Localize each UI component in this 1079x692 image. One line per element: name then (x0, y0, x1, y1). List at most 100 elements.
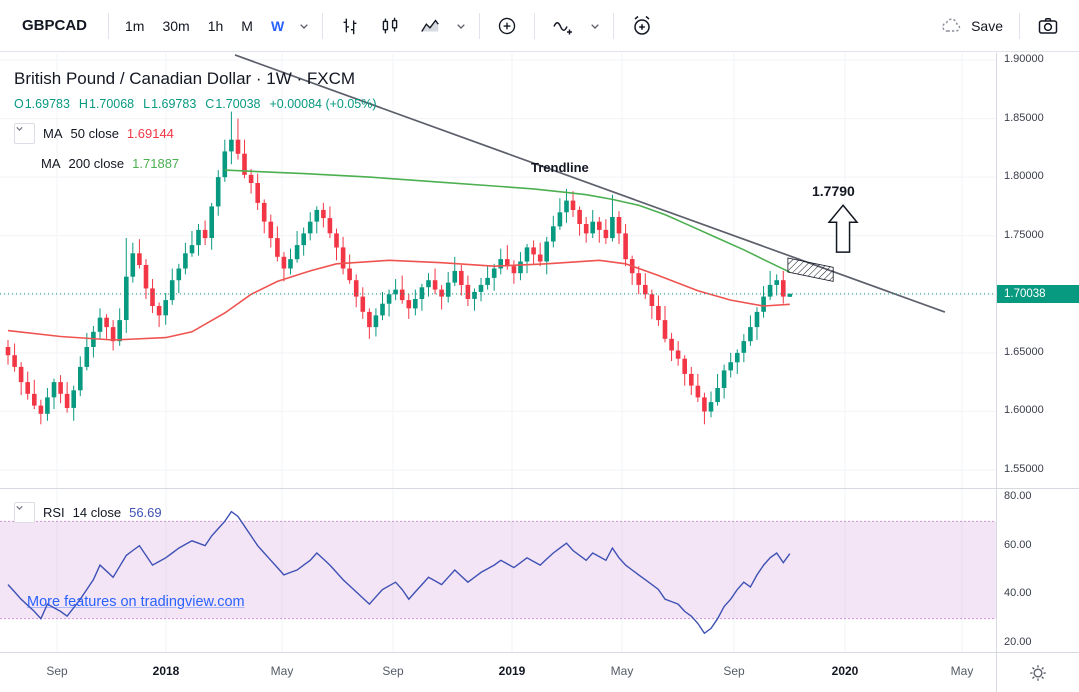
rsi-params: 14 close (72, 505, 122, 520)
toolbar-divider (534, 12, 536, 39)
interval-30m-button[interactable]: 30m (153, 12, 198, 40)
time-axis-label: Sep (723, 664, 745, 678)
interval-1m-button[interactable]: 1m (116, 12, 153, 40)
price-axis-label: 1.80000 (1004, 170, 1044, 183)
ma50-name[interactable]: MA (43, 126, 63, 141)
ma200-value: 1.71887 (132, 156, 180, 171)
low-label: L (143, 97, 151, 111)
rsi-chart-canvas[interactable] (0, 489, 996, 652)
chevron-down-icon (591, 23, 599, 29)
alert-clock-icon (634, 15, 650, 35)
rsi-pane[interactable]: RSI 14 close 56.69 More features on trad… (0, 488, 1079, 652)
time-axis[interactable]: Sep 2018 May Sep 2019 May Sep 2020 May (0, 652, 1079, 692)
rsi-grid (56, 489, 963, 652)
symbol-name[interactable]: GBPCAD (22, 17, 88, 34)
candlesticks (5, 111, 793, 425)
toolbar-divider (108, 12, 110, 39)
collapse-indicator-button[interactable] (14, 502, 35, 523)
rsi-axis-label: 80.00 (1004, 490, 1032, 502)
candles-icon (382, 17, 398, 33)
toolbar-divider (1019, 12, 1020, 39)
candle-style-button[interactable] (370, 9, 410, 43)
main-grid (0, 53, 996, 488)
chevron-down-icon (16, 126, 23, 131)
price-axis-label: 1.60000 (1004, 404, 1044, 417)
ma50-legend-row: MA 50 close 1.69144 (14, 123, 174, 144)
price-axis-label: 1.75000 (1004, 228, 1044, 241)
settings-gear-icon (1030, 664, 1046, 681)
time-axis-label: May (950, 664, 974, 678)
camera-icon (1038, 17, 1058, 34)
rsi-name[interactable]: RSI (43, 505, 65, 520)
save-button[interactable]: Save (930, 8, 1012, 44)
squiggle-plus-icon (553, 21, 573, 34)
price-axis-label: 1.90000 (1004, 53, 1044, 65)
trendline-label: Trendline (531, 160, 589, 175)
interval-1W-button[interactable]: W (262, 12, 293, 40)
chevron-down-icon (300, 23, 308, 29)
ma200-legend-row: MA 200 close 1.71887 (14, 156, 179, 171)
bars-icon (343, 18, 357, 34)
compare-plus-icon (498, 17, 516, 34)
tradingview-link[interactable]: More features on tradingview.com (27, 594, 245, 610)
price-axis-label: 1.65000 (1004, 345, 1044, 358)
rsi-axis[interactable]: 80.00 60.00 40.00 20.00 (996, 489, 1079, 652)
collapse-indicator-button[interactable] (14, 123, 35, 144)
time-axis-label: May (270, 664, 294, 678)
ma200-line (224, 169, 791, 273)
time-axis-label: 2018 (152, 664, 180, 678)
ma50-line (7, 259, 790, 341)
close-label: C (205, 97, 215, 111)
ma50-params: 50 close (70, 126, 119, 141)
ohlc-readout: O1.69783 H1.70068 L1.69783 C1.70038 +0.00084… (14, 97, 377, 111)
save-cloud-icon (942, 18, 961, 32)
interval-1M-button[interactable]: M (232, 12, 262, 40)
target-price-label: 1.7790 (812, 183, 855, 199)
area-style-button[interactable] (410, 9, 450, 43)
settings-button[interactable] (1025, 660, 1051, 686)
rsi-axis-label: 60.00 (1004, 538, 1032, 551)
bar-style-button[interactable] (330, 9, 370, 43)
open-value: 1.69783 (24, 97, 70, 111)
interval-1h-button[interactable]: 1h (199, 12, 233, 40)
toolbar-divider (479, 12, 481, 39)
chart-title[interactable]: British Pound / Canadian Dollar · 1W · F… (14, 69, 356, 88)
chart-style-menu-button[interactable] (450, 12, 472, 40)
save-button-label: Save (971, 17, 1003, 34)
time-axis-label: Sep (382, 664, 404, 678)
compare-button[interactable] (487, 9, 527, 43)
interval-menu-button[interactable] (293, 12, 315, 40)
main-chart-canvas[interactable] (0, 53, 996, 488)
indicators-menu-button[interactable] (584, 12, 606, 40)
ma50-value: 1.69144 (126, 126, 174, 141)
toolbar-divider (322, 12, 324, 39)
open-label: O (14, 97, 24, 111)
create-alert-button[interactable] (621, 8, 663, 44)
close-value: 1.70038 (215, 97, 261, 111)
target-arrow (827, 204, 859, 253)
ma200-name[interactable]: MA (41, 156, 61, 171)
rsi-axis-label: 40.00 (1004, 587, 1032, 600)
high-label: H (78, 97, 88, 111)
time-axis-label: 2020 (831, 664, 859, 678)
breakout-hatch-zone (787, 257, 834, 282)
main-chart-pane[interactable]: British Pound / Canadian Dollar · 1W · F… (0, 53, 1079, 488)
chevron-down-icon (457, 23, 465, 29)
change-value: +0.00084 (+0.05%) (269, 97, 377, 111)
price-axis[interactable]: 1.70038 1.900001.850001.800001.750001.70… (996, 53, 1079, 488)
chevron-down-icon (16, 505, 23, 510)
time-axis-label: 2019 (498, 664, 526, 678)
rsi-value: 56.69 (129, 505, 162, 520)
time-axis-label: May (610, 664, 634, 678)
indicators-button[interactable] (542, 8, 584, 44)
price-axis-label: 1.85000 (1004, 111, 1044, 124)
toolbar-divider (613, 12, 615, 39)
time-axis-label: Sep (46, 664, 68, 678)
rsi-legend-row: RSI 14 close 56.69 (14, 502, 162, 523)
screenshot-button[interactable] (1027, 8, 1069, 44)
rsi-band (0, 521, 996, 619)
axis-corner (996, 653, 1079, 692)
time-axis-labels: Sep 2018 May Sep 2019 May Sep 2020 May (0, 653, 996, 692)
low-value: 1.69783 (151, 97, 197, 111)
